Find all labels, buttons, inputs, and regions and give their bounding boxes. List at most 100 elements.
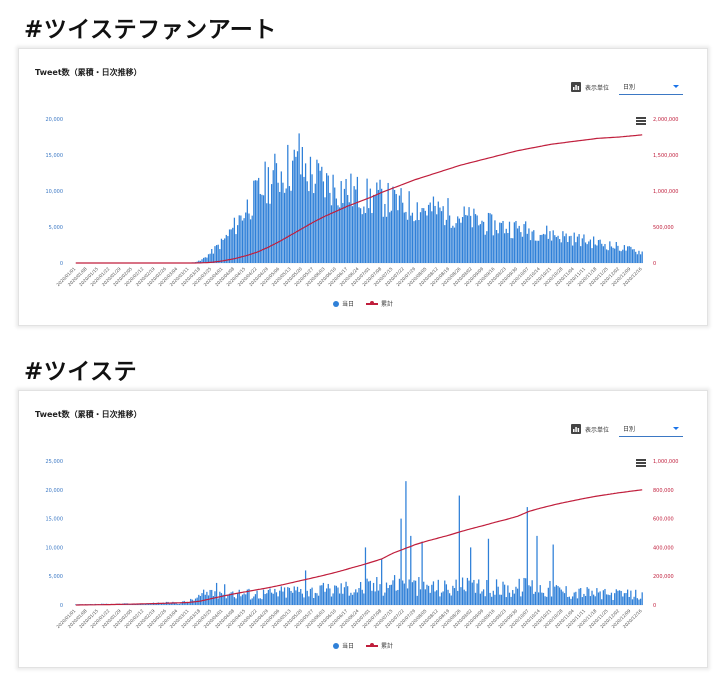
y-left-tick-label: 10,000 [46, 545, 64, 551]
daily-bar [618, 590, 621, 605]
daily-bar [458, 218, 460, 263]
daily-bar [636, 254, 638, 263]
y-right-tick-label: 200,000 [653, 574, 674, 580]
daily-bar [612, 599, 614, 605]
daily-bar [384, 592, 386, 605]
legend-label: 累計 [381, 301, 394, 308]
daily-bar [499, 594, 501, 605]
display-unit-select[interactable]: 日別 [619, 79, 683, 95]
daily-bar [267, 167, 270, 263]
bar-chart-icon [570, 82, 581, 92]
daily-bar [364, 213, 367, 263]
daily-bar [246, 589, 248, 605]
daily-bar [413, 580, 415, 605]
daily-bar [178, 603, 181, 605]
daily-bar [439, 207, 441, 263]
daily-bar [254, 594, 257, 605]
daily-bar [575, 591, 577, 605]
daily-bar [369, 188, 371, 263]
daily-bar [319, 170, 321, 263]
daily-bar [470, 215, 472, 263]
daily-bar [272, 170, 274, 263]
daily-bar [520, 232, 522, 263]
daily-bar [288, 186, 291, 263]
daily-bar [470, 547, 472, 605]
daily-bar [327, 175, 329, 263]
daily-bar [542, 233, 545, 263]
daily-bar [638, 599, 640, 605]
daily-bar [482, 221, 485, 263]
daily-bar [571, 245, 574, 263]
daily-bar [494, 594, 496, 605]
daily-bar [177, 603, 179, 605]
daily-bar [292, 592, 294, 605]
daily-bar [347, 194, 349, 263]
legend-item-daily[interactable]: 当日 [332, 299, 354, 308]
daily-bar [623, 245, 626, 263]
daily-bar [487, 538, 490, 605]
daily-bar [403, 212, 405, 263]
daily-bar [419, 589, 422, 605]
legend-item-cumulative[interactable]: 累計 [366, 641, 393, 650]
daily-bar [298, 591, 300, 605]
legend-item-cumulative[interactable]: 累計 [366, 299, 393, 308]
daily-bar [615, 241, 617, 263]
daily-bar [452, 585, 454, 605]
daily-bar [405, 211, 407, 263]
daily-bar [225, 234, 227, 263]
daily-bar [423, 208, 425, 263]
daily-bar [458, 495, 460, 605]
hamburger-menu-icon[interactable] [636, 117, 646, 125]
daily-bar [308, 596, 310, 605]
daily-bar [232, 227, 234, 263]
daily-bar [233, 217, 236, 263]
daily-bar [562, 231, 564, 263]
daily-bar [251, 215, 253, 263]
daily-bar [423, 581, 425, 605]
legend-dot-icon [332, 642, 339, 649]
daily-bar [366, 578, 368, 605]
daily-bar [358, 207, 360, 263]
legend-label: 当日 [341, 643, 354, 650]
daily-bar [392, 186, 394, 263]
daily-bar [484, 234, 486, 263]
daily-bar [248, 213, 250, 263]
daily-bar [180, 602, 182, 605]
daily-bar [504, 233, 506, 263]
daily-bar [321, 585, 323, 605]
daily-bar [622, 249, 624, 263]
daily-bar [235, 234, 237, 263]
daily-bar [316, 593, 318, 605]
daily-bar [400, 518, 402, 605]
daily-bar [565, 233, 567, 263]
daily-bar [406, 219, 409, 263]
daily-bar [238, 589, 240, 605]
daily-bar [347, 586, 349, 605]
daily-bar [631, 249, 634, 263]
daily-bar [570, 598, 572, 605]
display-unit-label: 表示単位 [584, 84, 609, 92]
legend-label: 累計 [381, 643, 394, 650]
daily-bar [230, 229, 232, 263]
daily-bar [636, 598, 638, 605]
daily-bar [426, 584, 428, 605]
daily-bar [279, 590, 281, 605]
daily-bar [434, 205, 436, 263]
daily-bar [581, 238, 583, 263]
daily-bar [295, 156, 297, 263]
hamburger-menu-icon[interactable] [636, 459, 646, 467]
daily-bar [586, 244, 588, 263]
daily-bar [266, 593, 268, 605]
daily-bar [353, 592, 355, 605]
daily-bar [484, 596, 486, 605]
daily-bar [326, 173, 328, 263]
daily-bar [589, 239, 592, 263]
daily-bar [495, 579, 498, 605]
daily-bar [508, 592, 511, 605]
legend-item-daily[interactable]: 当日 [332, 641, 354, 650]
daily-bar [387, 588, 389, 605]
daily-bar [243, 218, 245, 263]
daily-bar [160, 603, 163, 605]
daily-bar [513, 593, 515, 605]
display-unit-select[interactable]: 日別 [619, 421, 683, 437]
